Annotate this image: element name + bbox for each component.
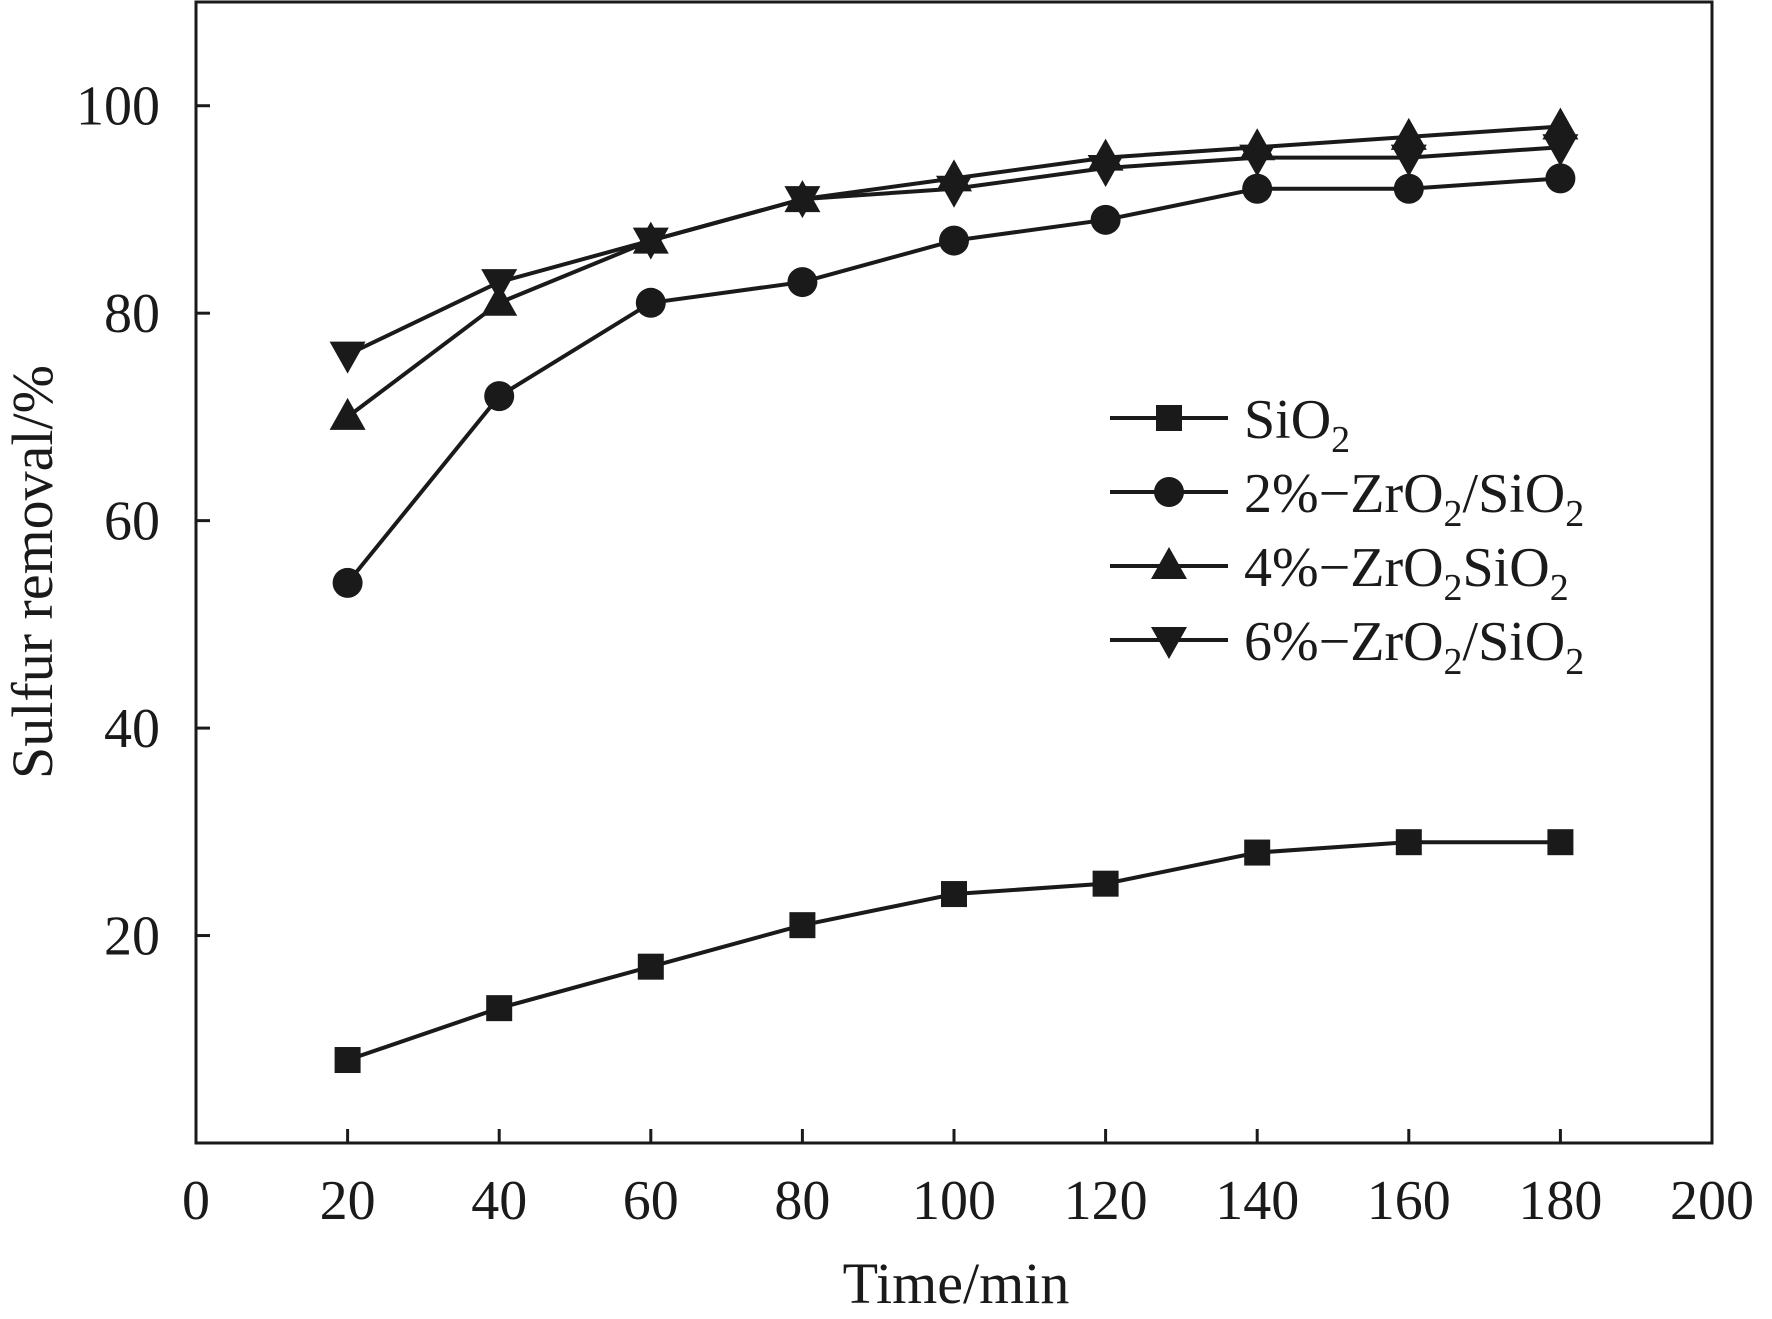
data-point-circle	[1242, 173, 1273, 204]
legend-label: 2%−ZrO2​/SiO2​	[1244, 463, 1584, 535]
data-point-triangle-down	[1151, 627, 1187, 659]
data-point-circle	[939, 225, 969, 256]
data-point-square	[1156, 405, 1182, 431]
y-tick-label: 60	[104, 491, 160, 553]
x-tick-label: 80	[774, 1170, 830, 1232]
data-point-triangle-up	[329, 397, 366, 430]
y-tick-label: 20	[104, 906, 160, 968]
axis-ticks: 0 20 40 60 80 100 120 140 160 180 200 20 40 60 80 100	[76, 76, 1754, 1232]
data-point-triangle-up	[1151, 547, 1187, 579]
data-point-triangle-up	[1542, 107, 1579, 140]
data-point-triangle-down	[1087, 154, 1124, 187]
series-2	[332, 163, 1576, 598]
series-1	[334, 829, 1574, 1074]
legend-entry: SiO2​	[1110, 389, 1350, 461]
data-point-square	[486, 995, 513, 1022]
data-point-square	[1395, 829, 1422, 856]
data-point-circle	[332, 567, 363, 598]
data-point-square	[1244, 839, 1271, 866]
data-point-square	[789, 912, 816, 939]
legend: SiO2​2%−ZrO2​/SiO2​4%−ZrO2​SiO2​6%−ZrO2​…	[1110, 389, 1584, 683]
y-tick-label: 40	[104, 698, 160, 760]
x-axis-label: Time/min	[843, 1251, 1070, 1316]
legend-label: 6%−ZrO2​/SiO2​	[1244, 611, 1584, 683]
data-point-square	[1547, 829, 1574, 856]
legend-label: 4%−ZrO2​SiO2​	[1244, 537, 1569, 609]
x-tick-label: 0	[182, 1170, 210, 1232]
data-point-circle	[787, 267, 818, 298]
data-point-triangle-up	[1390, 117, 1427, 150]
y-axis-label: Sulfur removal/%	[0, 365, 65, 779]
series-4	[329, 134, 1579, 374]
data-point-circle	[484, 381, 515, 412]
data-point-triangle-down	[481, 269, 518, 302]
data-point-circle	[1393, 173, 1424, 204]
data-point-square	[334, 1047, 361, 1074]
x-tick-label: 100	[912, 1170, 996, 1232]
data-point-triangle-down	[1239, 144, 1276, 177]
x-tick-label: 60	[623, 1170, 679, 1232]
legend-entry: 2%−ZrO2​/SiO2​	[1110, 463, 1584, 535]
data-point-circle	[635, 287, 666, 318]
legend-entry: 6%−ZrO2​/SiO2​	[1110, 611, 1584, 683]
series-line	[346, 840, 1561, 1062]
data-point-triangle-down	[329, 341, 366, 374]
legend-entry: 4%−ZrO2​SiO2​	[1110, 537, 1569, 609]
x-tick-label: 160	[1367, 1170, 1451, 1232]
y-tick-label: 100	[76, 76, 160, 138]
x-tick-label: 20	[320, 1170, 376, 1232]
x-tick-label: 200	[1670, 1170, 1754, 1232]
data-point-square	[1092, 870, 1119, 897]
x-tick-label: 40	[471, 1170, 527, 1232]
data-point-triangle-down	[1390, 144, 1427, 177]
y-tick-label: 80	[104, 283, 160, 345]
data-point-circle	[1545, 163, 1576, 194]
data-point-triangle-down	[936, 175, 972, 208]
x-tick-label: 120	[1064, 1170, 1148, 1232]
data-point-square	[941, 881, 967, 908]
data-point-square	[637, 953, 664, 980]
data-point-triangle-down	[1542, 134, 1579, 167]
data-point-circle	[1090, 204, 1121, 235]
series-layer	[329, 107, 1579, 1074]
data-point-triangle-down	[632, 227, 669, 260]
data-point-circle	[1154, 477, 1184, 507]
x-tick-label: 180	[1518, 1170, 1602, 1232]
x-tick-label: 140	[1215, 1170, 1299, 1232]
legend-label: SiO2​	[1244, 389, 1350, 461]
data-point-triangle-down	[784, 186, 821, 219]
